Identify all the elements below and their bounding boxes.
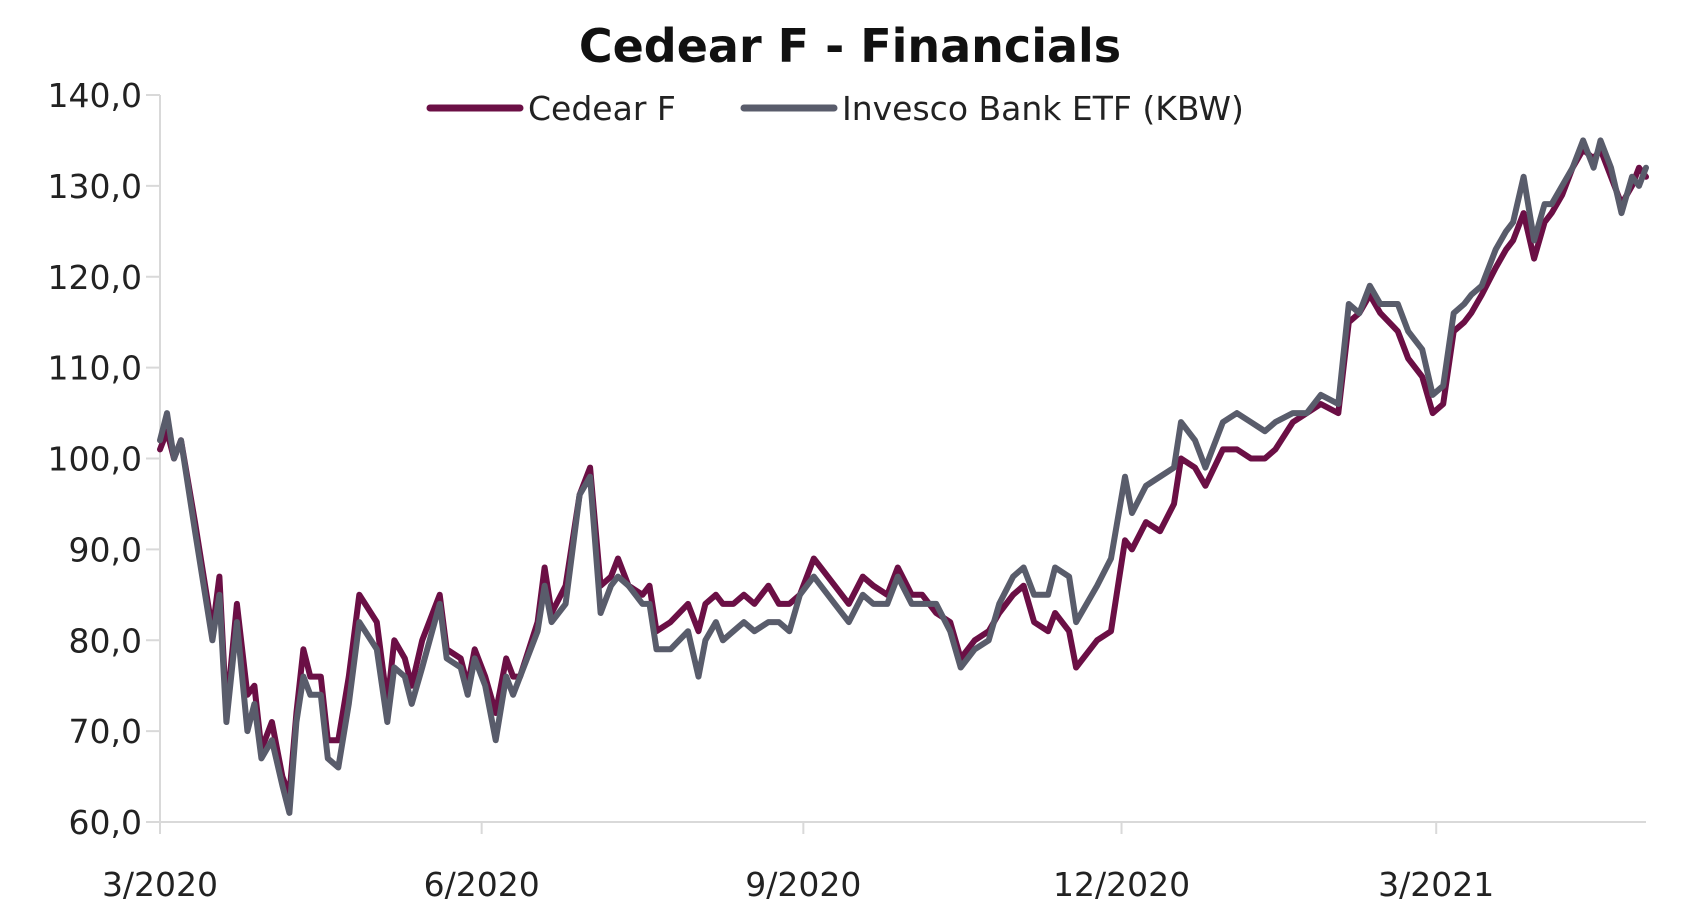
y-tick-label: 90,0 (69, 530, 142, 569)
y-tick-label: 70,0 (69, 712, 142, 751)
y-tick-label: 100,0 (48, 440, 142, 479)
legend-label-cedear-f: Cedear F (528, 89, 676, 128)
legend-label-kbw: Invesco Bank ETF (KBW) (842, 89, 1244, 128)
y-tick-label: 110,0 (48, 349, 142, 388)
axes (159, 95, 1646, 823)
x-tick-label: 6/2020 (424, 865, 540, 904)
y-tick-label: 60,0 (69, 803, 142, 842)
legend: Cedear F Invesco Bank ETF (KBW) (426, 89, 1244, 128)
series-line-cedear-f (157, 146, 1649, 798)
y-tick-label: 120,0 (48, 258, 142, 297)
y-tick-group: 60,0 70,0 80,0 90,0 100,0 110,0 120,0 130,0 140,… (48, 76, 160, 842)
x-tick-group: 3/2020 6/2020 9/2020 12/2020 3/2021 (102, 822, 1494, 904)
x-tick-label: 9/2020 (745, 865, 861, 904)
x-tick-label: 12/2020 (1053, 865, 1190, 904)
x-tick-label: 3/2021 (1378, 865, 1494, 904)
y-tick-label: 80,0 (69, 621, 142, 660)
y-tick-label: 140,0 (48, 76, 142, 115)
series-group (157, 137, 1649, 816)
x-tick-label: 3/2020 (102, 865, 218, 904)
y-tick-label: 130,0 (48, 167, 142, 206)
chart-title: Cedear F - Financials (579, 19, 1121, 73)
series-line-kbw (157, 137, 1649, 816)
